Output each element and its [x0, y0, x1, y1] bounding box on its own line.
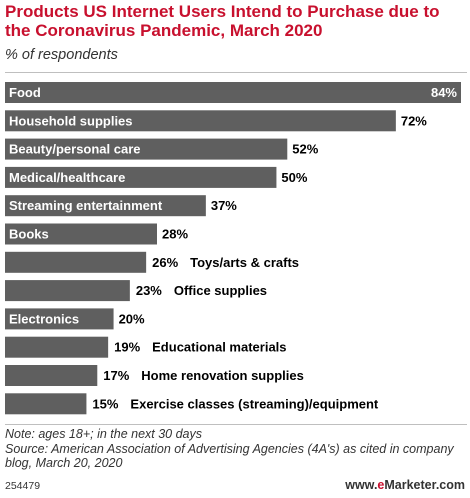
chart-title: Products US Internet Users Intend to Pur…: [5, 2, 440, 40]
category-label: Streaming entertainment: [9, 198, 163, 213]
bar: [5, 251, 147, 273]
bar: [5, 82, 461, 103]
category-label: Books: [9, 227, 49, 242]
category-label: Toys/arts & crafts: [190, 255, 299, 270]
bar: [5, 393, 87, 415]
category-label: Educational materials: [152, 340, 286, 355]
bar: [5, 336, 109, 358]
bottom-divider: [5, 424, 467, 425]
category-label: Home renovation supplies: [141, 368, 304, 383]
bar-row-books: Books 28%: [5, 223, 188, 245]
bar-row-food: Food 84%: [5, 82, 461, 103]
top-divider: [5, 72, 467, 73]
bar: [5, 110, 396, 132]
category-label: Food: [9, 85, 41, 100]
bar-row-streaming-entertainment: Streaming entertainment 37%: [5, 195, 237, 217]
category-label: Household supplies: [9, 113, 133, 128]
bar-chart: Food 84% Household supplies 72% Beauty/perso…: [5, 82, 461, 415]
value-label: 15%: [92, 396, 118, 411]
brand-logo: www.eMarketer.com: [345, 478, 465, 492]
value-label: 37%: [211, 198, 237, 213]
bar-row-office-supplies: 23% Office supplies: [5, 280, 267, 302]
bar: [5, 166, 277, 188]
bar-row-medical-healthcare: Medical/healthcare 50%: [5, 166, 308, 188]
bar-row-educational-materials: 19% Educational materials: [5, 336, 287, 358]
category-label: Electronics: [9, 311, 79, 326]
value-label: 84%: [431, 85, 457, 100]
value-label: 52%: [292, 142, 318, 157]
bar: [5, 280, 130, 302]
category-label: Exercise classes (streaming)/equipment: [130, 396, 379, 411]
bar: [5, 223, 157, 245]
bar: [5, 308, 114, 330]
bar: [5, 365, 98, 386]
bar-row-beauty-personal-care: Beauty/personal care 52%: [5, 138, 319, 160]
category-label: Beauty/personal care: [9, 142, 141, 157]
bar: [5, 138, 288, 160]
bar-row-electronics: Electronics 20%: [5, 308, 145, 330]
bar: [5, 195, 206, 217]
bar-row-toys-arts-crafts: 26% Toys/arts & crafts: [5, 251, 299, 273]
category-label: Office supplies: [174, 283, 267, 298]
value-label: 19%: [114, 340, 140, 355]
value-label: 50%: [281, 170, 307, 185]
bar-row-household-supplies: Household supplies 72%: [5, 110, 427, 132]
value-label: 28%: [162, 227, 188, 242]
chart-footnote: Note: ages 18+; in the next 30 days Sour…: [5, 427, 467, 471]
footnote-source: Source: American Association of Advertis…: [5, 441, 454, 471]
value-label: 17%: [103, 368, 129, 383]
footnote-note: Note: ages 18+; in the next 30 days: [5, 427, 203, 441]
category-label: Medical/healthcare: [9, 170, 125, 185]
value-label: 72%: [401, 113, 427, 128]
bar-row-exercise-classes-streaming-equipment: 15% Exercise classes (streaming)/equipmen…: [5, 393, 379, 415]
value-label: 23%: [136, 283, 162, 298]
value-label: 20%: [119, 311, 145, 326]
value-label: 26%: [152, 255, 178, 270]
bar-row-home-renovation-supplies: 17% Home renovation supplies: [5, 365, 304, 386]
chart-id: 254479: [5, 480, 41, 492]
chart-subtitle: % of respondents: [5, 47, 118, 63]
